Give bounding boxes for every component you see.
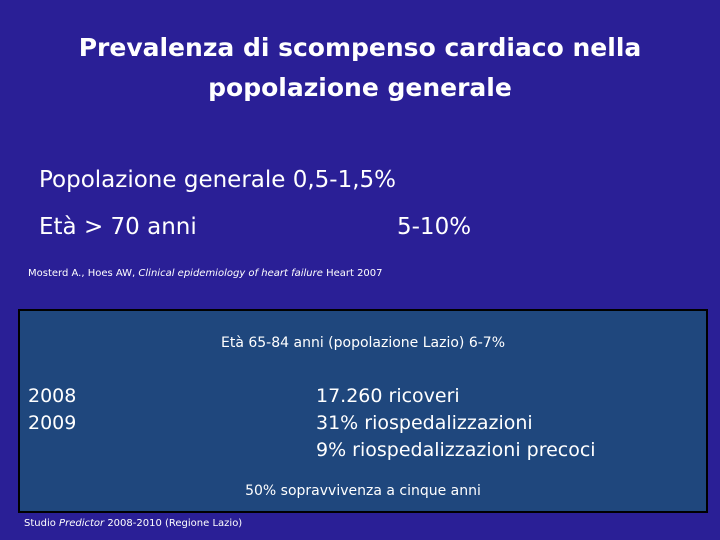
citation-authors: Mosterd A., Hoes AW, [28, 268, 136, 279]
slide-title: Prevalenza di scompenso cardiaco nella p… [60, 28, 660, 108]
year-item: 2008 [28, 385, 77, 407]
study-source: Studio Predictor 2008-2010 (Regione Lazi… [24, 518, 242, 529]
lazio-heading: Età 65-84 anni (popolazione Lazio) 6-7% [221, 335, 505, 351]
age-label: Età > 70 anni [39, 214, 197, 240]
citation-article: Clinical epidemiology of heart failure [138, 268, 323, 279]
facts-list: 17.260 ricoveri 31% riospedalizzazioni 9… [316, 383, 596, 464]
age-stat: Età > 70 anni 5-10% [39, 214, 471, 240]
year-item: 2009 [28, 412, 77, 434]
survival-stat: 50% sopravvivenza a cinque anni [245, 483, 481, 499]
fact-item: 17.260 ricoveri [316, 385, 460, 407]
title-line-2: popolazione generale [208, 73, 512, 102]
title-line-1: Prevalenza di scompenso cardiaco nella [78, 33, 642, 62]
study-name: Predictor [59, 518, 105, 529]
study-prefix: Studio [24, 518, 56, 529]
study-suffix: 2008-2010 (Regione Lazio) [107, 518, 243, 529]
lazio-data-box: Età 65-84 anni (popolazione Lazio) 6-7% … [18, 309, 708, 513]
general-population-stat: Popolazione generale 0,5-1,5% [39, 167, 397, 193]
years-list: 2008 2009 [28, 383, 76, 437]
citation-journal: Heart 2007 [326, 268, 383, 279]
age-value: 5-10% [397, 214, 472, 240]
fact-item: 31% riospedalizzazioni [316, 412, 533, 434]
fact-item: 9% riospedalizzazioni precoci [316, 439, 596, 461]
citation: Mosterd A., Hoes AW, Clinical epidemiolo… [28, 268, 383, 279]
